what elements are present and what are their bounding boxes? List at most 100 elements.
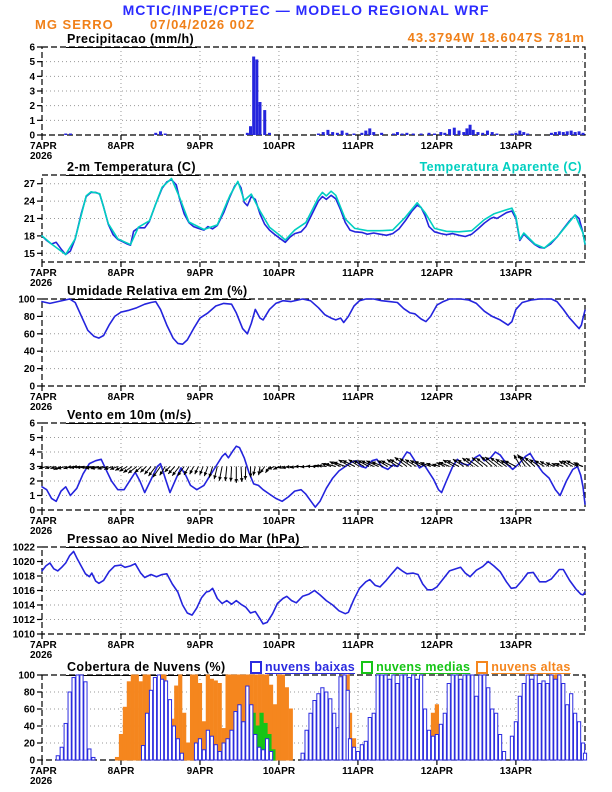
legend-swatch-nuvens-baixas-icon	[250, 660, 262, 674]
svg-text:10APR: 10APR	[263, 268, 296, 279]
panel-title-wind: Vento em 10m (m/s)	[66, 408, 195, 424]
legend-label-nuvens-altas: nuvens altas	[491, 660, 571, 674]
svg-text:13APR: 13APR	[500, 766, 533, 777]
svg-text:20: 20	[24, 739, 36, 750]
svg-text:8APR: 8APR	[108, 516, 135, 527]
svg-text:60: 60	[24, 705, 36, 716]
svg-text:11APR: 11APR	[342, 766, 374, 777]
svg-text:2026: 2026	[30, 151, 53, 162]
svg-text:13APR: 13APR	[500, 141, 533, 152]
svg-text:0: 0	[29, 756, 35, 767]
legend-label-nuvens-baixas: nuvens baixas	[265, 660, 356, 674]
header-title: MCTIC/INPE/CPTEC — MODELO REGIONAL WRF	[122, 2, 490, 18]
svg-text:4: 4	[29, 72, 35, 83]
svg-text:100: 100	[18, 671, 35, 682]
cloud-legend: nuvens baixas nuvens medias nuvens altas	[250, 660, 571, 674]
svg-text:9APR: 9APR	[187, 766, 214, 777]
svg-text:8APR: 8APR	[108, 640, 135, 651]
svg-text:8APR: 8APR	[108, 268, 135, 279]
panel-title-pressure: Pressao ao Nivel Medio do Mar (hPa)	[66, 532, 303, 548]
svg-text:12APR: 12APR	[421, 516, 454, 527]
svg-text:8APR: 8APR	[108, 392, 135, 403]
svg-text:12APR: 12APR	[421, 766, 454, 777]
legend-item-nuvens-medias: nuvens medias	[361, 660, 470, 674]
svg-text:2026: 2026	[30, 278, 53, 289]
svg-text:1018: 1018	[13, 572, 36, 583]
svg-text:27: 27	[24, 179, 36, 190]
svg-text:5: 5	[29, 433, 35, 444]
svg-text:0: 0	[29, 131, 35, 142]
svg-text:9APR: 9APR	[187, 392, 214, 403]
svg-text:18: 18	[24, 231, 36, 242]
svg-text:24: 24	[24, 197, 36, 208]
svg-text:11APR: 11APR	[342, 392, 374, 403]
svg-text:9APR: 9APR	[187, 268, 214, 279]
svg-text:10APR: 10APR	[263, 141, 296, 152]
svg-text:1010: 1010	[13, 630, 36, 641]
svg-text:2026: 2026	[30, 526, 53, 537]
svg-text:0: 0	[29, 506, 35, 517]
svg-text:12APR: 12APR	[421, 640, 454, 651]
panel-title-apparent-temperature: Temperatura Aparente (C)	[419, 160, 582, 174]
legend-label-nuvens-medias: nuvens medias	[376, 660, 471, 674]
svg-text:9APR: 9APR	[187, 516, 214, 527]
svg-text:11APR: 11APR	[342, 640, 374, 651]
svg-text:2026: 2026	[30, 402, 53, 413]
svg-text:5: 5	[29, 57, 35, 68]
panel-title-humidity: Umidade Relativa em 2m (%)	[66, 284, 251, 300]
svg-text:3: 3	[29, 462, 35, 473]
svg-text:1022: 1022	[13, 543, 36, 554]
legend-item-nuvens-altas: nuvens altas	[476, 660, 570, 674]
svg-text:1014: 1014	[13, 601, 36, 612]
svg-text:7APR: 7APR	[30, 268, 57, 279]
svg-text:11APR: 11APR	[342, 268, 374, 279]
svg-text:2026: 2026	[30, 650, 53, 661]
svg-text:1: 1	[29, 116, 35, 127]
svg-text:7APR: 7APR	[30, 766, 57, 777]
svg-text:13APR: 13APR	[500, 516, 533, 527]
svg-text:3: 3	[29, 87, 35, 98]
svg-text:8APR: 8APR	[108, 141, 135, 152]
svg-text:7APR: 7APR	[30, 141, 57, 152]
svg-text:4: 4	[29, 448, 35, 459]
svg-text:10APR: 10APR	[263, 640, 296, 651]
svg-text:11APR: 11APR	[342, 516, 374, 527]
svg-text:80: 80	[24, 312, 36, 323]
svg-text:7APR: 7APR	[30, 516, 57, 527]
svg-text:2026: 2026	[30, 776, 53, 787]
svg-text:10APR: 10APR	[263, 766, 296, 777]
station-label: MG SERRO	[35, 17, 114, 32]
svg-text:8APR: 8APR	[108, 766, 135, 777]
svg-text:9APR: 9APR	[187, 141, 214, 152]
svg-text:40: 40	[24, 347, 36, 358]
legend-item-nuvens-baixas: nuvens baixas	[250, 660, 355, 674]
svg-text:60: 60	[24, 329, 36, 340]
run-datetime-label: 07/04/2026 00Z	[150, 17, 256, 32]
location-label: 43.3794W 18.6047S 781m	[407, 30, 585, 45]
svg-text:13APR: 13APR	[500, 392, 533, 403]
svg-text:0: 0	[29, 382, 35, 393]
svg-text:100: 100	[18, 295, 35, 306]
svg-text:10APR: 10APR	[263, 516, 296, 527]
svg-text:40: 40	[24, 722, 36, 733]
svg-text:2: 2	[29, 477, 35, 488]
svg-text:1: 1	[29, 491, 35, 502]
svg-text:13APR: 13APR	[500, 268, 533, 279]
svg-text:1020: 1020	[13, 557, 36, 568]
svg-text:7APR: 7APR	[30, 640, 57, 651]
svg-text:80: 80	[24, 688, 36, 699]
panel-title-precipitation: Precipitacao (mm/h)	[66, 32, 198, 48]
svg-text:7APR: 7APR	[30, 392, 57, 403]
svg-text:12APR: 12APR	[421, 392, 454, 403]
svg-text:10APR: 10APR	[263, 392, 296, 403]
svg-text:1016: 1016	[13, 586, 36, 597]
svg-text:12APR: 12APR	[421, 268, 454, 279]
svg-text:12APR: 12APR	[421, 141, 454, 152]
svg-text:9APR: 9APR	[187, 640, 214, 651]
